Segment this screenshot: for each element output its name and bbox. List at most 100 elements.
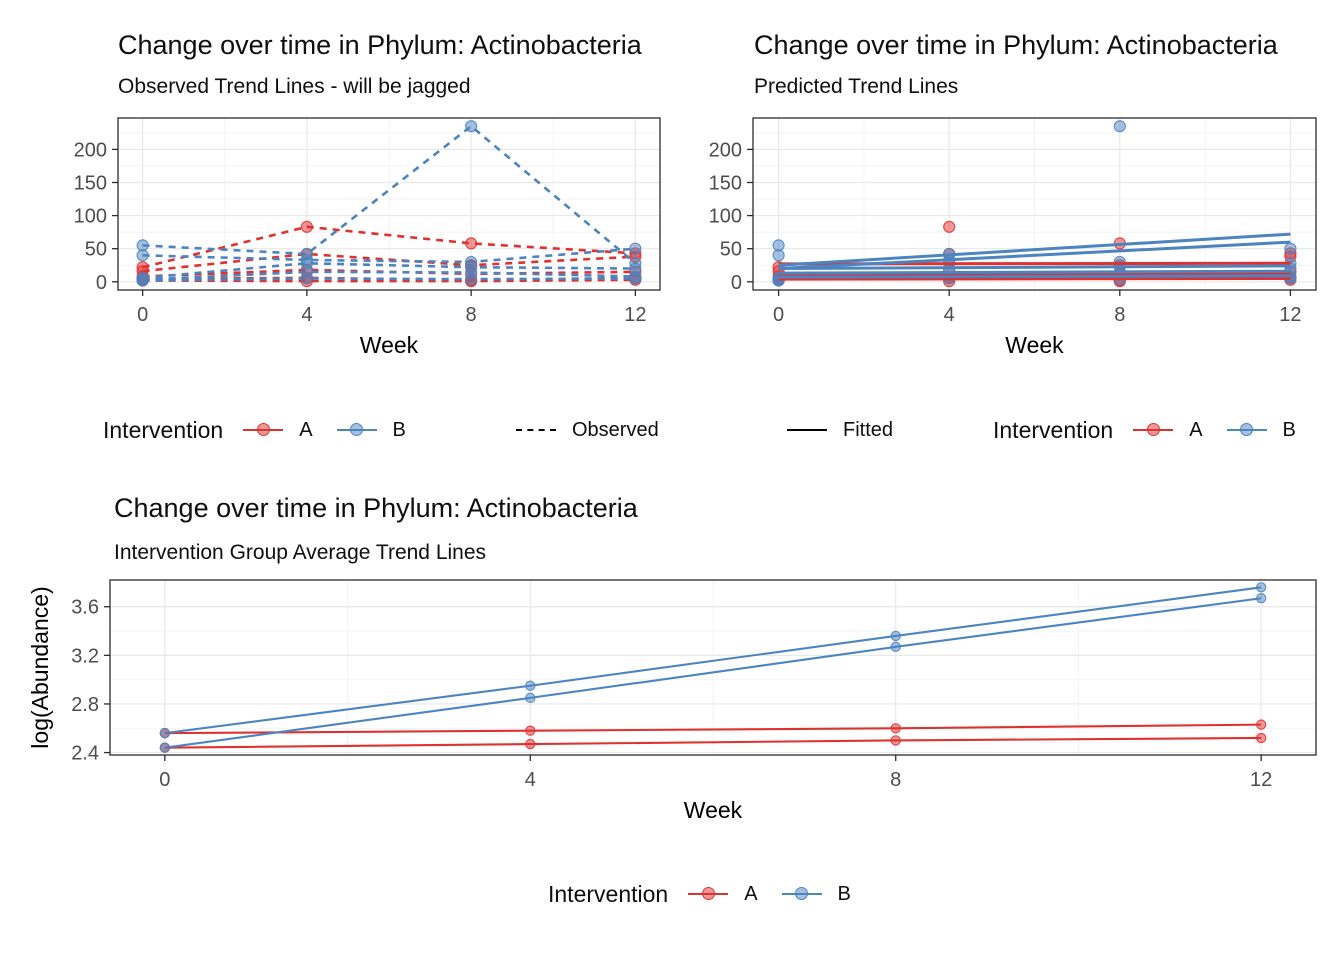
series-A-subject-2 xyxy=(142,252,636,273)
observed-chart: 0 4 8 12 0 50 100 150 200 Week xyxy=(74,117,661,358)
legend-label-a: A xyxy=(1189,418,1203,441)
x-tick-label: 12 xyxy=(624,304,646,326)
x-tick-label: 8 xyxy=(890,769,901,791)
y-tick-label: 150 xyxy=(74,172,107,194)
series-B-subject-4 xyxy=(142,270,636,282)
legend-label-b: B xyxy=(1282,418,1296,441)
y-tick-label: 100 xyxy=(709,206,742,228)
legend-label-observed: Observed xyxy=(572,418,659,441)
predicted-title-clip: Change over time in Phylum: Actinobacter… xyxy=(672,30,1344,64)
fitted-lines xyxy=(778,232,1291,281)
series-A-subject-3 xyxy=(142,268,636,278)
legend-observed-linetype: Observed xyxy=(516,417,659,443)
predicted-subtitle-clip: Predicted Trend Lines xyxy=(672,75,1344,103)
x-tick-label: 12 xyxy=(1279,304,1301,326)
series-A-fit-5 xyxy=(778,276,1291,281)
legend-label-fitted: Fitted xyxy=(843,418,894,441)
series-B-fit-5 xyxy=(778,274,1291,279)
point-B-subject-5 xyxy=(136,274,149,287)
legend-label-b: B xyxy=(392,418,406,441)
point-A-subject-1 xyxy=(465,237,478,250)
point-B-subject-2 xyxy=(772,249,785,262)
observed-chart-subtitle: Observed Trend Lines - will be jagged xyxy=(118,75,471,98)
legend-predicted-row: Fitted Intervention A B xyxy=(0,417,1344,443)
axes: 0 4 8 12 2.4 2.8 3.2 3.6 xyxy=(71,597,1272,791)
point-B-subject-5 xyxy=(629,272,642,285)
predicted-chart-subtitle: Predicted Trend Lines xyxy=(754,75,959,98)
series-B-fit-3 xyxy=(778,264,1291,271)
axes: 0 4 8 12 0 50 100 150 200 xyxy=(74,139,647,326)
average-chart: 0 4 8 12 2.4 2.8 3.2 3.6 Week log(Abundance) xyxy=(27,579,1317,823)
y-tick-label: 0 xyxy=(96,272,107,294)
legend-intervention-bottom: Intervention A B xyxy=(548,881,851,907)
legend-title: Intervention xyxy=(993,416,1114,443)
observed-subtitle-clip: Observed Trend Lines - will be jagged xyxy=(0,75,672,103)
legend-dot-b xyxy=(349,423,363,437)
y-tick-label: 3.2 xyxy=(71,645,99,667)
legend-intervention-right: Intervention A B xyxy=(993,417,1296,443)
point-B-mean-2 xyxy=(159,742,171,753)
panel-border xyxy=(109,579,1317,756)
y-tick-label: 50 xyxy=(85,239,107,261)
legend-key-b-icon xyxy=(781,884,822,904)
x-tick-label: 12 xyxy=(1250,769,1272,791)
legend-key-observed-icon xyxy=(516,420,556,440)
legend-dashed-line xyxy=(516,429,556,431)
legend-key-a-icon xyxy=(243,420,284,440)
legend-fitted-linetype: Fitted xyxy=(787,417,893,443)
legend-title: Intervention xyxy=(548,880,669,907)
predicted-chart: 0 4 8 12 0 50 100 150 200 Week xyxy=(709,117,1317,358)
legend-label-a: A xyxy=(744,882,758,905)
panel-border xyxy=(752,117,1317,291)
legend-label-b: B xyxy=(837,882,851,905)
y-tick-label: 50 xyxy=(720,239,742,261)
point-A-mean-2 xyxy=(1255,732,1267,744)
series-B-mean-2 xyxy=(164,597,1262,749)
data-points xyxy=(136,120,642,288)
legend-key-b-icon xyxy=(1226,420,1267,440)
point-A-subject-1 xyxy=(300,220,313,233)
x-tick-label: 4 xyxy=(301,304,312,326)
point-A-mean-2 xyxy=(890,735,901,746)
average-chart-title: Change over time in Phylum: Actinobacter… xyxy=(114,493,638,523)
x-axis-title: Week xyxy=(1005,332,1064,358)
y-axis-title: log(Abundance) xyxy=(27,586,53,748)
y-tick-label: 200 xyxy=(74,139,107,161)
legend-key-a-icon xyxy=(688,884,729,904)
point-B-mean-1 xyxy=(890,630,901,642)
legend-solid-line xyxy=(787,429,827,431)
series-B-fit-4 xyxy=(778,269,1291,275)
trend-lines xyxy=(142,124,637,283)
point-B-subject-2 xyxy=(629,242,642,255)
point-B-mean-1 xyxy=(525,680,536,691)
x-axis-title: Week xyxy=(684,797,743,823)
legend-dot-a xyxy=(256,423,270,437)
y-tick-label: 2.4 xyxy=(71,743,99,765)
x-tick-label: 0 xyxy=(159,769,170,791)
point-B-mean-2 xyxy=(525,692,536,704)
point-B-subject-1 xyxy=(465,120,478,133)
predicted-chart-title: Change over time in Phylum: Actinobacter… xyxy=(754,30,1278,60)
series-A-mean-2 xyxy=(164,736,1262,749)
point-B-subject-2 xyxy=(136,249,149,262)
x-tick-label: 8 xyxy=(466,304,477,326)
point-B-mean-1 xyxy=(159,727,171,739)
y-tick-label: 100 xyxy=(74,206,107,228)
axes: 0 4 8 12 0 50 100 150 200 xyxy=(709,139,1302,326)
point-B-mean-2 xyxy=(890,641,901,653)
x-tick-label: 4 xyxy=(525,769,536,791)
legend-dot-a xyxy=(1146,423,1160,437)
x-tick-label: 0 xyxy=(773,304,784,326)
point-B-subject-5 xyxy=(300,272,313,285)
y-tick-label: 200 xyxy=(709,139,742,161)
series-B-subject-1 xyxy=(142,124,637,265)
x-axis-title: Week xyxy=(360,332,419,358)
data-points xyxy=(159,582,1267,753)
y-tick-label: 2.8 xyxy=(71,694,99,716)
legend-dot-b xyxy=(794,887,808,901)
series-B-subject-2 xyxy=(142,247,636,264)
point-A-mean-1 xyxy=(525,725,536,736)
point-B-mean-2 xyxy=(1255,593,1267,604)
x-tick-label: 8 xyxy=(1114,304,1125,326)
